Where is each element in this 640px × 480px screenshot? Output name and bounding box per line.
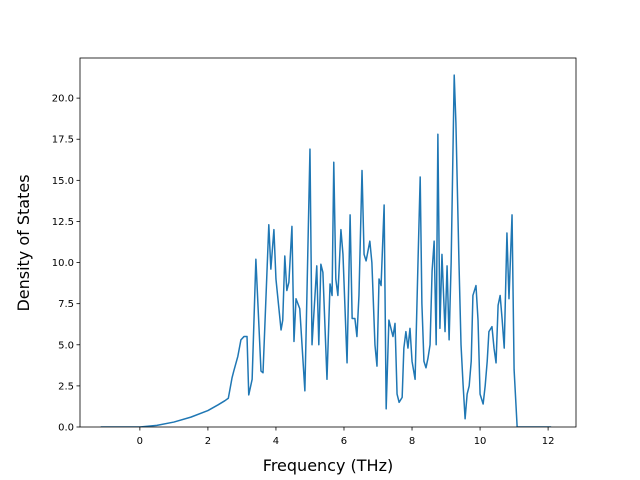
y-tick-label: 17.5 [52, 135, 74, 146]
x-tick-label: 12 [542, 436, 555, 447]
y-tick-label: 2.5 [58, 381, 74, 392]
x-axis-label: Frequency (THz) [263, 456, 393, 475]
y-tick-label: 15.0 [52, 176, 74, 187]
x-tick-label: 4 [273, 436, 279, 447]
x-tick-label: 10 [474, 436, 487, 447]
y-tick-label: 12.5 [52, 217, 74, 228]
y-tick-label: 10.0 [52, 258, 74, 269]
x-tick-label: 6 [341, 436, 347, 447]
data-line [100, 74, 552, 427]
x-tick-label: 0 [137, 436, 143, 447]
x-tick-label: 8 [409, 436, 415, 447]
y-tick-label: 20.0 [52, 94, 74, 105]
x-tick-label: 2 [205, 436, 211, 447]
plot-frame [79, 57, 577, 428]
y-axis-label: Density of States [14, 174, 33, 311]
y-tick-label: 7.5 [58, 299, 74, 310]
y-tick-label: 0.0 [58, 423, 74, 434]
y-tick-label: 5.0 [58, 340, 74, 351]
